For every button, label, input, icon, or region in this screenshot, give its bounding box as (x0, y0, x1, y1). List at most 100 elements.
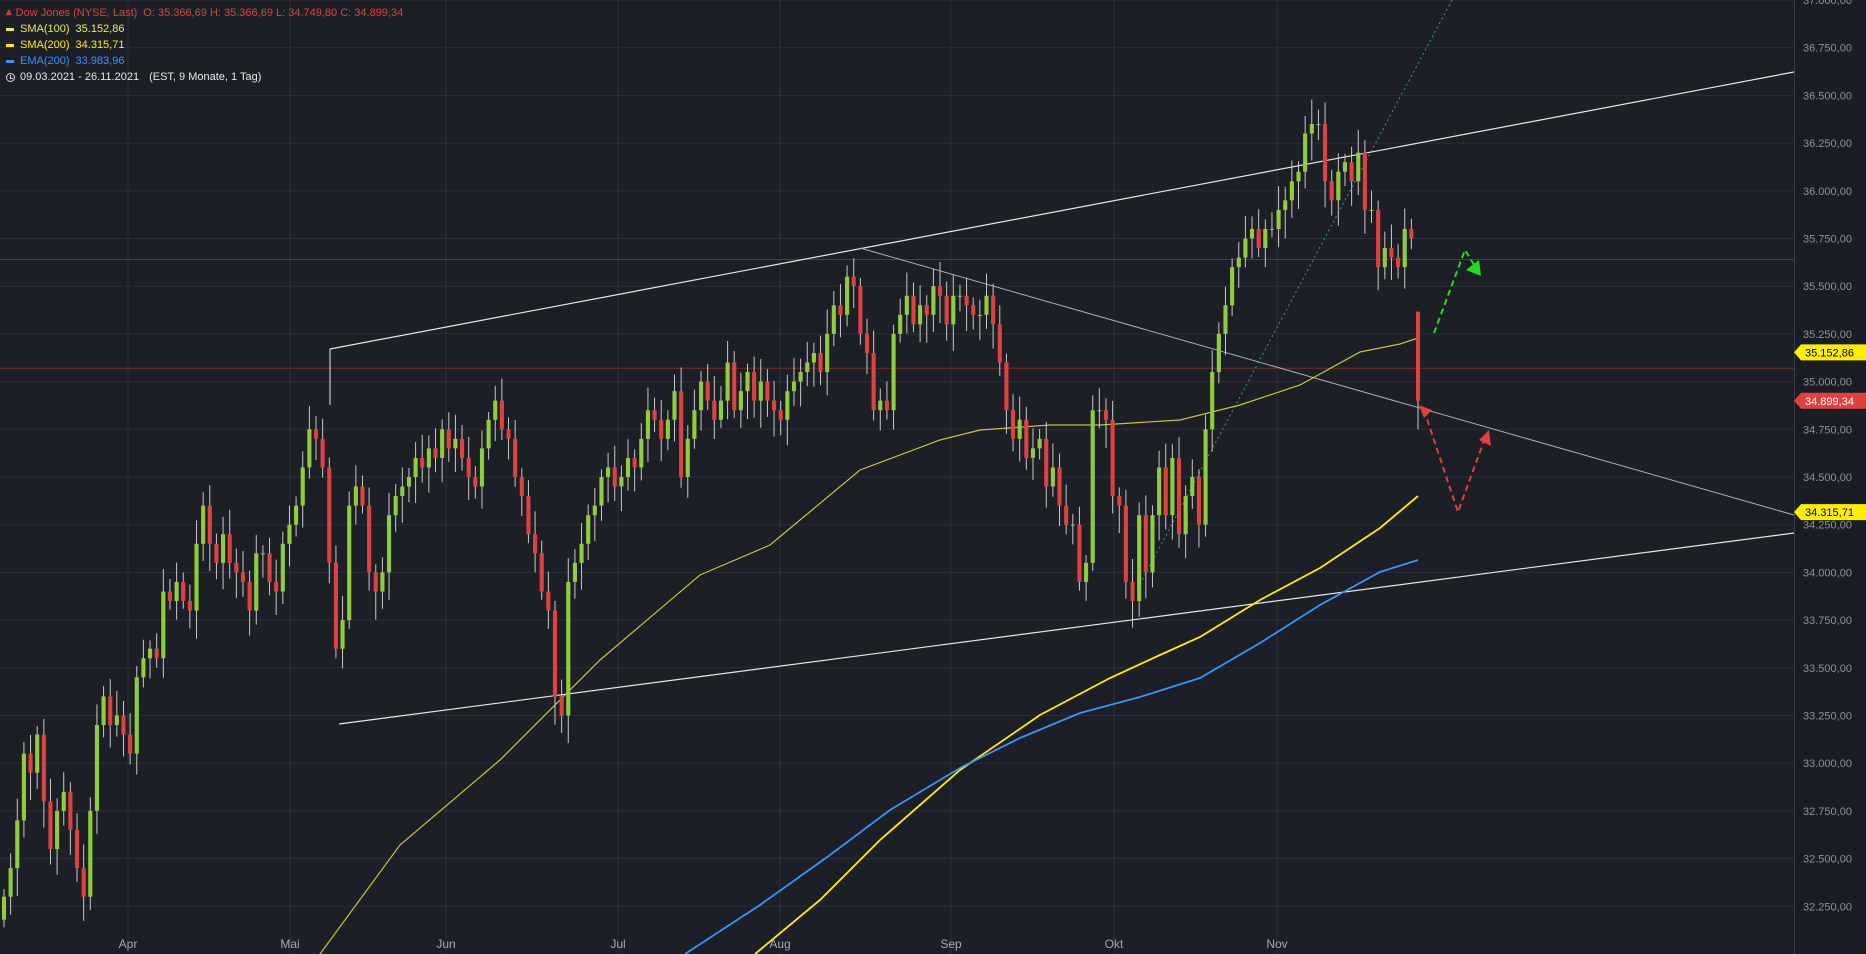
candle-down (838, 305, 843, 315)
candle-down (944, 295, 949, 325)
candlesticks (1, 99, 1421, 928)
candle-down (1376, 209, 1381, 268)
candle-up (1402, 228, 1407, 268)
candle-up (791, 381, 797, 392)
y-tick-label: 33.000,00 (1803, 758, 1852, 770)
price-badge-label: 35.152,86 (1805, 347, 1854, 359)
legend-ema200[interactable]: EMA(200) 33.983,96 (6, 53, 403, 69)
x-tick-label: Nov (1266, 937, 1287, 951)
axis-panel (1794, 0, 1866, 954)
y-tick-label: 36.500,00 (1803, 90, 1852, 102)
candle-down (1256, 228, 1261, 249)
ohlc-values: O: 35.366,69 H: 35.366,69 L: 34.749,80 C… (143, 7, 404, 19)
candle-down (128, 734, 133, 754)
candle-up (386, 515, 392, 573)
x-tick-label: Mai (280, 937, 299, 951)
candle-up (440, 429, 445, 458)
candle-up (592, 505, 597, 516)
candle-down (652, 410, 657, 420)
candle-up (1296, 171, 1301, 182)
candle-up (380, 572, 385, 592)
candle-up (1249, 228, 1255, 239)
y-tick-label: 36.750,00 (1803, 43, 1852, 55)
candle-down (937, 286, 943, 296)
candle-down (333, 562, 338, 649)
candle-down (997, 324, 1002, 363)
candle-up (785, 391, 790, 420)
y-tick-label: 35.000,00 (1803, 377, 1852, 389)
candle-up (845, 276, 850, 315)
candle-up (493, 400, 498, 420)
time-axis[interactable]: Apr Mai Jun Jul Aug Sep Okt Nov (119, 937, 1288, 951)
candle-down (1010, 410, 1016, 439)
candle-up (878, 400, 883, 411)
candle-up (1157, 467, 1162, 516)
candle-up (479, 448, 485, 487)
legend-sma200[interactable]: SMA(200) 34.315,71 (6, 37, 403, 53)
candle-up (1030, 448, 1036, 458)
candle-up (55, 810, 60, 850)
y-tick-label: 33.750,00 (1803, 615, 1852, 627)
candle-up (486, 419, 491, 449)
candle-down (752, 372, 757, 401)
candle-up (1150, 515, 1155, 573)
candle-down (1123, 505, 1128, 582)
candle-up (294, 505, 299, 525)
y-tick-label: 35.500,00 (1803, 281, 1852, 293)
bullish-forecast-arrow (1433, 247, 1477, 334)
candle-down (28, 753, 33, 773)
candle-down (679, 391, 684, 477)
legend-sma100[interactable]: SMA(100) 35.152,86 (6, 21, 403, 37)
candle-up (758, 381, 763, 401)
x-tick-label: Jul (610, 937, 625, 951)
candle-up (984, 295, 989, 315)
candle-down (526, 496, 531, 535)
candle-down (1130, 581, 1135, 602)
candle-up (1342, 162, 1348, 172)
x-tick-label: Jun (436, 937, 455, 951)
candle-down (519, 477, 524, 497)
candle-down (360, 486, 365, 506)
candle-up (957, 295, 963, 297)
x-tick-label: Sep (940, 937, 962, 951)
y-tick-label: 32.500,00 (1803, 854, 1852, 866)
candle-up (1382, 248, 1387, 268)
candle-up (1190, 477, 1195, 497)
candle-up (1084, 562, 1089, 582)
candle-up (15, 820, 20, 869)
ema200-label: EMA(200) (20, 55, 70, 67)
candle-down (911, 295, 916, 325)
trendlines[interactable] (329, 0, 1795, 725)
candle-up (1236, 257, 1241, 268)
candle-down (533, 534, 538, 554)
candle-down (659, 419, 664, 439)
candle-down (884, 400, 889, 411)
clock-icon (6, 72, 15, 82)
price-axis[interactable]: 32.250,00 32.500,00 32.750,00 33.000,00 33.2… (1794, 0, 1866, 954)
candle-down (1024, 419, 1029, 458)
candle-up (1210, 372, 1215, 430)
forecast-arrows[interactable] (1419, 247, 1491, 516)
candle-down (274, 581, 279, 592)
candle-up (977, 314, 982, 316)
candle-up (625, 457, 631, 477)
sma200-label: SMA(200) (20, 39, 70, 51)
candle-up (201, 505, 206, 544)
candle-up (745, 372, 750, 392)
candle-up (1090, 410, 1095, 563)
candle-up (101, 696, 106, 726)
candle-down (420, 457, 425, 468)
candle-down (327, 467, 332, 563)
candle-up (134, 677, 139, 754)
candle-down (506, 429, 511, 439)
candle-up (606, 467, 611, 477)
candle-down (267, 553, 272, 582)
candle-down (1176, 457, 1182, 535)
reference-lines (0, 258, 1794, 369)
candle-up (1263, 228, 1268, 249)
candle-up (340, 620, 345, 649)
candle-up (619, 477, 624, 487)
candle-down (459, 438, 465, 458)
ema200-swatch (6, 59, 14, 63)
